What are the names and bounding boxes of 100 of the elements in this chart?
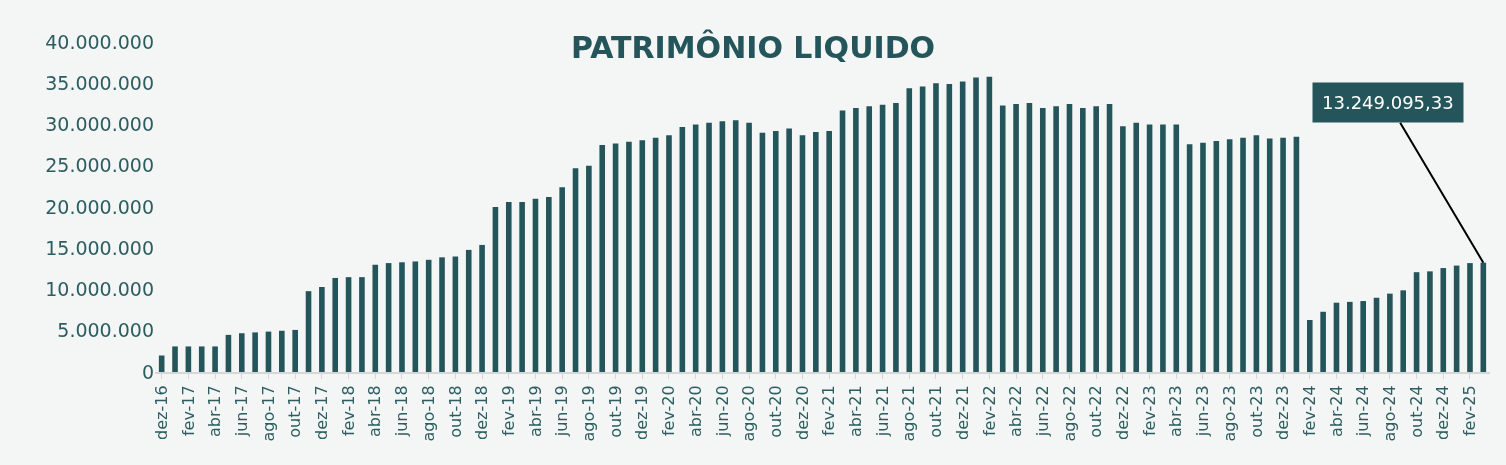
bar: [1080, 108, 1086, 372]
bar: [1387, 293, 1393, 372]
x-tick-label: ago-23: [1219, 385, 1239, 442]
bar: [1360, 301, 1366, 372]
bar: [1039, 108, 1046, 372]
x-tick-label: out-20: [765, 385, 785, 438]
x-tick-label: dez-24: [1433, 385, 1453, 440]
x-tick-label: fev-22: [979, 385, 999, 437]
bar: [1306, 320, 1313, 372]
bar: [172, 346, 178, 372]
bar: [1133, 122, 1140, 372]
bar: [1266, 138, 1273, 372]
bar: [252, 332, 258, 372]
x-tick-label: jun-23: [1193, 385, 1213, 438]
x-tick-label: dez-22: [1113, 385, 1133, 440]
bar: [372, 264, 379, 372]
x-tick-label: out-19: [605, 385, 625, 438]
bar: [1440, 268, 1447, 372]
data-label: 13.249.095,33: [1322, 92, 1454, 113]
bar: [479, 244, 485, 372]
x-tick-label: jun-17: [231, 385, 251, 438]
bar: [639, 140, 646, 372]
bar: [1053, 106, 1059, 372]
x-tick-label: fev-24: [1299, 385, 1319, 437]
bar: [1120, 126, 1126, 372]
bar: [706, 122, 712, 372]
x-tick-label: dez-16: [151, 385, 171, 440]
y-tick-label: 15.000.000: [45, 236, 154, 259]
bar: [238, 333, 245, 372]
x-tick-label: out-21: [926, 385, 946, 438]
x-tick-label: fev-25: [1460, 385, 1480, 437]
bar: [519, 202, 525, 372]
bar: [332, 277, 339, 372]
x-tick-label: dez-23: [1273, 385, 1293, 440]
bar: [893, 103, 899, 372]
bar: [185, 346, 192, 372]
x-tick-label: dez-20: [792, 385, 812, 440]
x-tick-label: ago-19: [579, 385, 599, 442]
bar: [1427, 271, 1433, 372]
bar: [973, 77, 979, 372]
x-tick-label: fev-21: [819, 385, 839, 437]
x-tick-label: dez-21: [952, 385, 972, 440]
bar: [465, 249, 472, 372]
bar: [813, 131, 819, 372]
bar: [439, 257, 445, 372]
x-tick-label: ago-22: [1059, 385, 1079, 442]
bar: [732, 120, 739, 372]
x-tick-label: jun-18: [392, 385, 412, 438]
x-tick-label: abr-20: [685, 385, 705, 438]
x-tick-label: dez-18: [472, 385, 492, 440]
bar: [212, 346, 218, 372]
bar: [279, 330, 285, 372]
bar: [666, 135, 672, 372]
bar: [746, 122, 752, 372]
x-tick-label: out-18: [445, 385, 465, 438]
x-tick-label: jun-21: [872, 385, 892, 438]
x-tick-label: abr-24: [1326, 385, 1346, 438]
x-tick-label: out-24: [1406, 385, 1426, 438]
bar: [1320, 311, 1326, 372]
bar: [1400, 290, 1407, 372]
y-tick-label: 0: [141, 360, 154, 383]
bar: [412, 261, 419, 372]
x-tick-label: jun-19: [552, 385, 572, 438]
bar: [546, 197, 552, 372]
x-tick-label: abr-17: [205, 385, 225, 438]
y-tick-label: 25.000.000: [45, 154, 154, 177]
y-tick-label: 30.000.000: [45, 113, 154, 136]
x-tick-label: abr-23: [1166, 385, 1186, 438]
bar: [1173, 124, 1180, 372]
x-tick-label: abr-21: [846, 385, 866, 438]
bar: [1280, 137, 1286, 372]
x-tick-label: abr-18: [365, 385, 385, 438]
bar: [853, 108, 859, 372]
x-tick-label: ago-20: [739, 385, 759, 442]
bar: [292, 329, 298, 372]
bar: [786, 128, 792, 372]
x-tick-label: fev-20: [659, 385, 679, 437]
bar: [599, 145, 606, 372]
x-tick-label: ago-17: [258, 385, 278, 442]
y-tick-label: 20.000.000: [45, 195, 154, 218]
x-tick-label: fev-17: [178, 385, 198, 437]
x-tick-label: abr-22: [1006, 385, 1026, 438]
bar: [1013, 103, 1019, 372]
x-tick-label: ago-21: [899, 385, 919, 442]
y-tick-label: 35.000.000: [45, 71, 154, 94]
bar: [1200, 142, 1206, 372]
x-tick-label: dez-17: [312, 385, 332, 440]
bar: [999, 105, 1006, 372]
x-tick-label: ago-24: [1380, 385, 1400, 442]
bar: [505, 202, 512, 372]
x-tick-label: out-23: [1246, 385, 1266, 438]
x-tick-label: jun-22: [1032, 385, 1052, 438]
x-tick-label: ago-18: [418, 385, 438, 442]
y-tick-label: 10.000.000: [45, 278, 154, 301]
x-tick-label: jun-20: [712, 385, 732, 438]
x-tick-label: abr-19: [525, 385, 545, 438]
bar: [1240, 137, 1246, 372]
bar: [826, 131, 832, 372]
y-tick-label: 5.000.000: [57, 319, 154, 342]
x-tick-label: fev-23: [1139, 385, 1159, 437]
